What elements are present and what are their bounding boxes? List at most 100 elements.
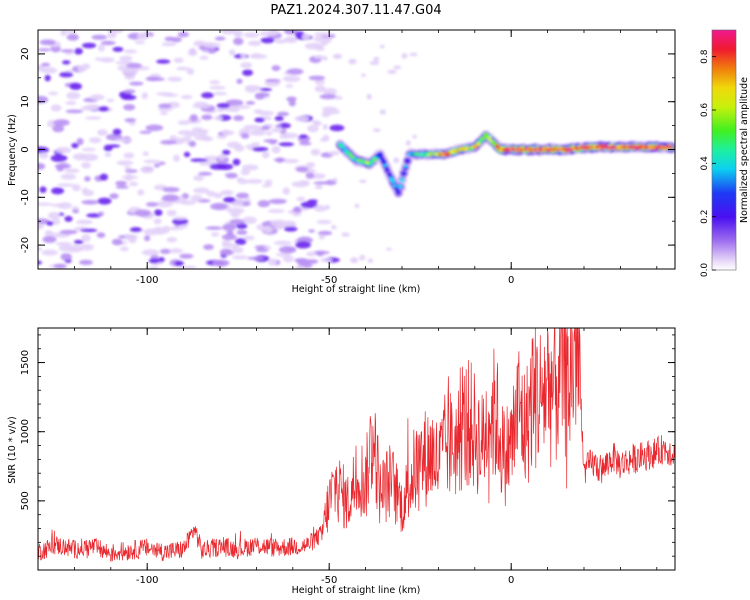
noise-blob (270, 219, 288, 227)
spectrogram-x-axis-label: Height of straight line (km) (292, 284, 421, 295)
noise-blob (158, 257, 165, 263)
noise-blob (167, 76, 182, 82)
noise-blob (294, 258, 308, 263)
noise-blob (373, 128, 381, 132)
ridge-cell (396, 191, 401, 195)
noise-blob (134, 40, 145, 45)
noise-blob (81, 187, 89, 194)
noise-blob (41, 62, 51, 67)
noise-blob (50, 203, 64, 207)
noise-blob (201, 92, 214, 99)
noise-blob (120, 246, 129, 252)
noise-blob (79, 243, 94, 251)
noise-blob (173, 216, 188, 220)
noise-blob (233, 37, 244, 46)
noise-blob (203, 244, 214, 251)
noise-blob (104, 152, 112, 157)
noise-blob (60, 253, 72, 261)
snr-panel: -100 -50 0 500 1000 1500 Height of straight … (7, 327, 676, 596)
noise-blob (288, 100, 296, 107)
ridge-cell (400, 177, 404, 181)
noise-blob (232, 158, 241, 166)
noise-blob (116, 160, 134, 166)
noise-blob (245, 101, 256, 105)
ridge-cell (390, 179, 395, 183)
noise-blob (249, 130, 266, 136)
noise-blob (314, 79, 325, 85)
noise-blob (66, 91, 81, 100)
noise-blob (119, 55, 133, 62)
noise-blob (124, 89, 136, 94)
noise-blob (254, 93, 265, 100)
noise-blob (188, 140, 197, 147)
noise-blob (220, 30, 237, 35)
noise-blob (177, 120, 191, 125)
noise-blob (89, 137, 102, 144)
noise-blob (73, 239, 84, 245)
noise-blob (359, 179, 367, 183)
noise-blob (83, 104, 100, 111)
noise-blob (231, 200, 244, 207)
noise-blob (286, 68, 304, 75)
noise-blob (221, 243, 240, 248)
ridge-cell (381, 160, 386, 164)
spectrogram-y-axis-label: Frequency (Hz) (7, 114, 18, 186)
noise-blob (225, 172, 238, 179)
noise-blob (401, 53, 408, 59)
noise-blob (300, 201, 318, 209)
noise-blob (210, 202, 228, 211)
colorbar-frame (711, 29, 737, 271)
noise-blob (307, 124, 319, 133)
noise-blob (134, 209, 151, 217)
noise-blob (265, 131, 273, 136)
noise-blob (249, 54, 268, 59)
colorbar-tick-label: 0.0 (700, 263, 710, 278)
noise-blob (57, 183, 75, 187)
noise-blob (60, 173, 77, 180)
noise-blob (361, 73, 366, 78)
noise-blob (162, 187, 180, 193)
noise-blob (213, 91, 228, 96)
noise-blob (295, 241, 311, 249)
noise-blob (103, 144, 113, 152)
noise-blob (97, 44, 105, 52)
noise-blob (220, 189, 234, 196)
noise-blob (44, 74, 51, 82)
noise-blob (313, 205, 327, 212)
noise-blob (317, 230, 333, 236)
noise-blob (59, 229, 78, 235)
noise-blob (114, 138, 133, 143)
noise-blob (124, 166, 132, 170)
noise-blob (311, 120, 318, 124)
noise-blob (274, 116, 284, 121)
noise-blob (126, 62, 142, 69)
noise-blob (409, 52, 418, 57)
noise-blob (286, 96, 297, 102)
noise-blob (320, 258, 333, 263)
noise-blob (160, 140, 178, 145)
noise-blob (294, 206, 301, 214)
noise-blob (274, 39, 288, 44)
noise-blob (393, 157, 400, 164)
noise-blob (123, 235, 138, 240)
y-tick-label: 1500 (20, 350, 31, 375)
noise-blob (98, 106, 110, 112)
noise-blob (186, 68, 195, 75)
noise-blob (260, 37, 275, 44)
spectrogram-y-ticks: 20 10 0 -10 -20 (20, 29, 675, 270)
noise-blob (243, 32, 260, 38)
noise-blob (123, 49, 138, 54)
noise-blob (259, 87, 272, 92)
noise-blob (178, 265, 197, 269)
noise-blob (268, 140, 277, 145)
noise-blob (206, 190, 216, 197)
noise-blob (169, 248, 183, 254)
noise-blob (162, 225, 170, 234)
noise-blob (50, 104, 62, 112)
noise-blob (242, 69, 254, 76)
noise-blob (214, 36, 226, 41)
noise-blob (393, 65, 402, 70)
noise-blob (85, 116, 102, 120)
noise-blob (278, 246, 297, 254)
noise-blob (38, 95, 49, 104)
